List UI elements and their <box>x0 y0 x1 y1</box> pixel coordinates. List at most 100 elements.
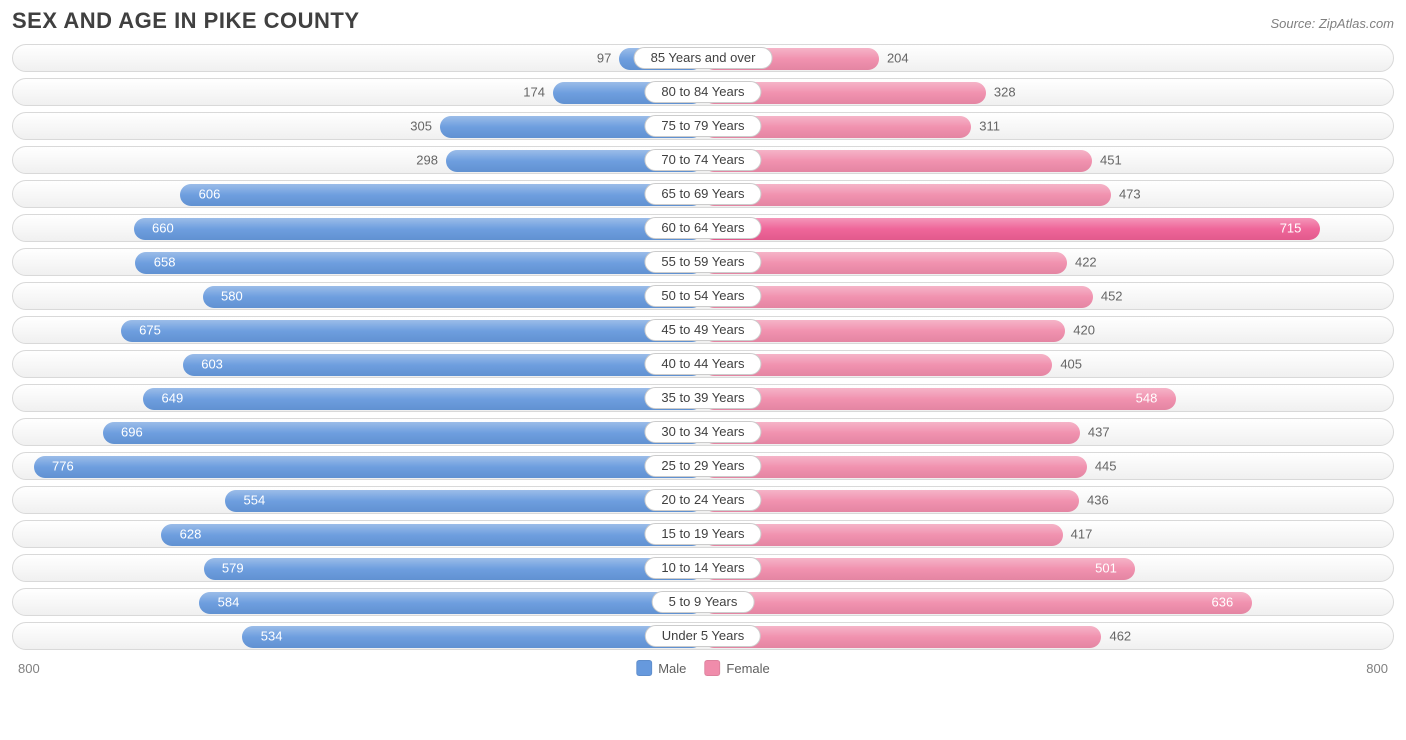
legend-item-female: Female <box>704 660 769 676</box>
axis-max-left: 800 <box>18 661 40 676</box>
age-group-label: 30 to 34 Years <box>644 421 761 443</box>
female-value: 422 <box>1075 255 1097 270</box>
female-value: 451 <box>1100 153 1122 168</box>
female-value: 204 <box>887 51 909 66</box>
male-bar <box>134 218 703 240</box>
female-bar <box>703 558 1135 580</box>
male-bar <box>183 354 703 376</box>
female-value: 548 <box>1136 391 1158 406</box>
chart-row: 580 452 50 to 54 Years <box>12 282 1394 310</box>
female-value: 501 <box>1095 561 1117 576</box>
male-value: 298 <box>416 153 438 168</box>
female-bar <box>703 592 1252 614</box>
male-value: 658 <box>154 255 176 270</box>
age-group-label: 20 to 24 Years <box>644 489 761 511</box>
female-value: 462 <box>1109 629 1131 644</box>
age-group-label: 35 to 39 Years <box>644 387 761 409</box>
age-group-label: 10 to 14 Years <box>644 557 761 579</box>
chart-row: 603 405 40 to 44 Years <box>12 350 1394 378</box>
female-bar <box>703 626 1101 648</box>
age-group-label: 50 to 54 Years <box>644 285 761 307</box>
legend-swatch-female <box>704 660 720 676</box>
male-bar <box>34 456 703 478</box>
chart-row: 298 451 70 to 74 Years <box>12 146 1394 174</box>
male-value: 174 <box>523 85 545 100</box>
female-value: 417 <box>1071 527 1093 542</box>
age-group-label: 5 to 9 Years <box>652 591 755 613</box>
chart-row: 97 204 85 Years and over <box>12 44 1394 72</box>
chart-source: Source: ZipAtlas.com <box>1270 16 1394 31</box>
male-value: 675 <box>139 323 161 338</box>
male-bar <box>199 592 703 614</box>
female-value: 445 <box>1095 459 1117 474</box>
legend-item-male: Male <box>636 660 686 676</box>
chart-row: 69643730 to 34 Years <box>12 418 1394 446</box>
male-bar <box>203 286 703 308</box>
age-group-label: 60 to 64 Years <box>644 217 761 239</box>
age-group-label: 40 to 44 Years <box>644 353 761 375</box>
legend-swatch-male <box>636 660 652 676</box>
chart-header: SEX AND AGE IN PIKE COUNTY Source: ZipAt… <box>12 8 1394 34</box>
chart-row: 66071560 to 64 Years <box>12 214 1394 242</box>
male-value: 579 <box>222 561 244 576</box>
female-bar <box>703 184 1111 206</box>
male-bar <box>103 422 703 444</box>
male-value: 584 <box>218 595 240 610</box>
legend-label-female: Female <box>726 661 769 676</box>
chart-row: 534462Under 5 Years <box>12 622 1394 650</box>
chart-row: 675 420 45 to 49 Years <box>12 316 1394 344</box>
chart-row: 77644525 to 29 Years <box>12 452 1394 480</box>
axis-max-right: 800 <box>1366 661 1388 676</box>
chart-title: SEX AND AGE IN PIKE COUNTY <box>12 8 360 34</box>
chart-row: 554 436 20 to 24 Years <box>12 486 1394 514</box>
chart-row: 174 328 80 to 84 Years <box>12 78 1394 106</box>
male-bar <box>161 524 703 546</box>
age-group-label: 75 to 79 Years <box>644 115 761 137</box>
chart-row: 658 422 55 to 59 Years <box>12 248 1394 276</box>
chart-legend: Male Female <box>636 660 770 676</box>
female-value: 436 <box>1087 493 1109 508</box>
age-group-label: 65 to 69 Years <box>644 183 761 205</box>
female-value: 636 <box>1212 595 1234 610</box>
male-value: 628 <box>180 527 202 542</box>
male-value: 554 <box>243 493 265 508</box>
chart-row: 584 636 5 to 9 Years <box>12 588 1394 616</box>
female-value: 437 <box>1088 425 1110 440</box>
age-group-label: 85 Years and over <box>634 47 773 69</box>
chart-row: 649 548 35 to 39 Years <box>12 384 1394 412</box>
age-group-label: 70 to 74 Years <box>644 149 761 171</box>
age-group-label: 80 to 84 Years <box>644 81 761 103</box>
female-value: 405 <box>1060 357 1082 372</box>
male-value: 97 <box>597 51 611 66</box>
male-bar <box>121 320 703 342</box>
male-value: 534 <box>261 629 283 644</box>
male-bar <box>135 252 703 274</box>
chart-row: 60647365 to 69 Years <box>12 180 1394 208</box>
age-group-label: 45 to 49 Years <box>644 319 761 341</box>
male-value: 580 <box>221 289 243 304</box>
male-value: 305 <box>410 119 432 134</box>
age-group-label: 55 to 59 Years <box>644 251 761 273</box>
female-value: 311 <box>979 119 1000 134</box>
female-value: 715 <box>1280 221 1302 236</box>
female-value: 452 <box>1101 289 1123 304</box>
chart-footer: 800 Male Female 800 <box>12 656 1394 680</box>
female-bar <box>703 218 1320 240</box>
chart-row: 305 311 75 to 79 Years <box>12 112 1394 140</box>
female-value: 328 <box>994 85 1016 100</box>
age-group-label: 15 to 19 Years <box>644 523 761 545</box>
female-value: 420 <box>1073 323 1095 338</box>
age-group-label: 25 to 29 Years <box>644 455 761 477</box>
male-bar <box>143 388 703 410</box>
female-bar <box>703 388 1176 410</box>
male-value: 649 <box>162 391 184 406</box>
male-bar <box>242 626 703 648</box>
chart-row: 579 501 10 to 14 Years <box>12 554 1394 582</box>
population-pyramid-chart: 97 204 85 Years and over 174 328 80 to 84 Yea… <box>12 44 1394 650</box>
legend-label-male: Male <box>658 661 686 676</box>
male-value: 603 <box>201 357 223 372</box>
female-value: 473 <box>1119 187 1141 202</box>
male-bar <box>180 184 703 206</box>
male-bar <box>204 558 703 580</box>
male-bar <box>225 490 703 512</box>
